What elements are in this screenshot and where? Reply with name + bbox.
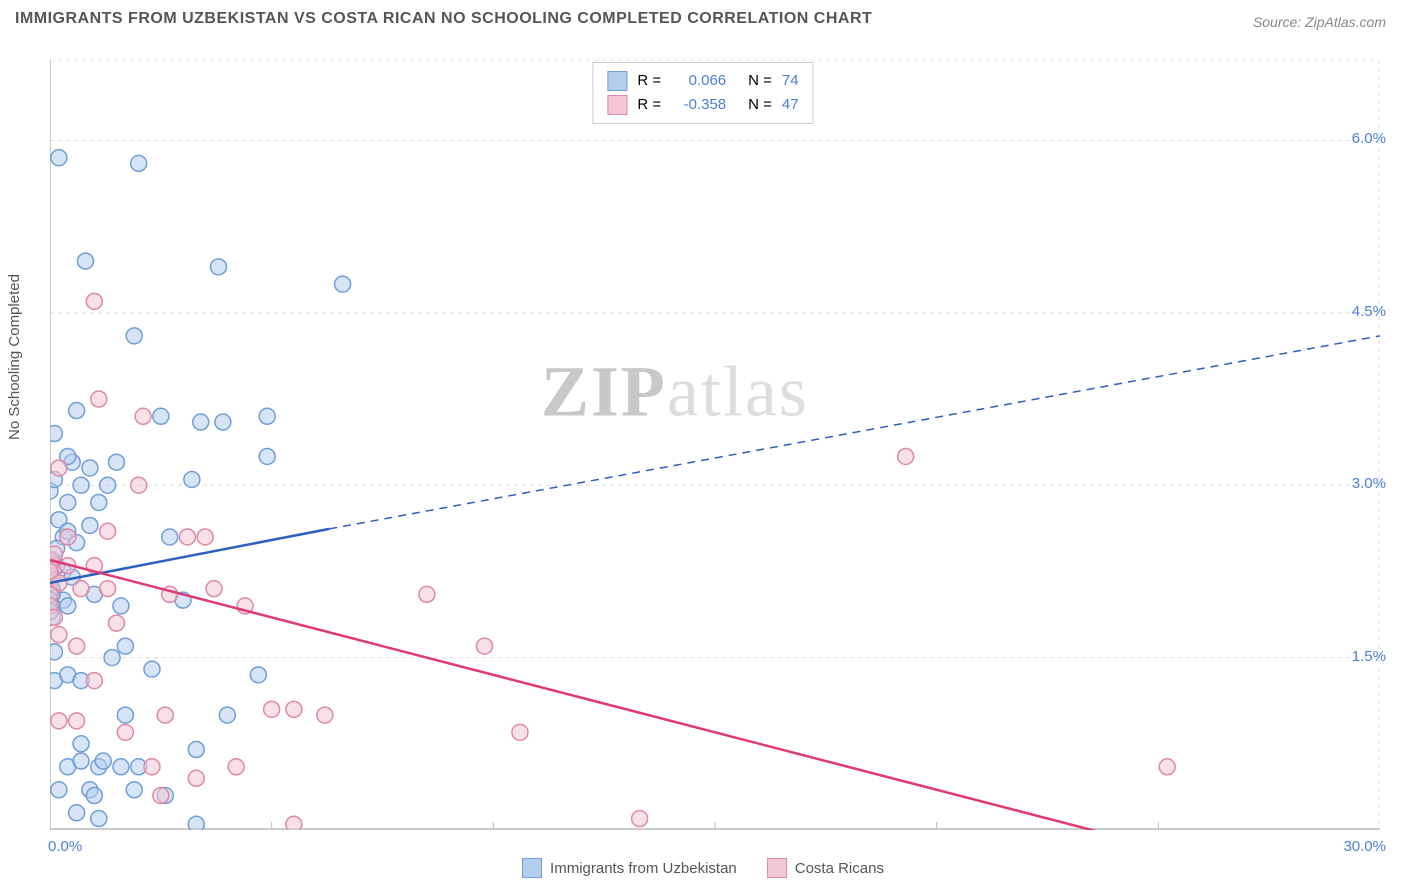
y-tick-label: 3.0%	[1352, 475, 1386, 492]
x-tick-label: 0.0%	[48, 838, 82, 855]
r-value-series2: -0.358	[671, 93, 726, 117]
stats-row-series1: R = 0.066 N = 74	[607, 69, 798, 93]
y-tick-label: 4.5%	[1352, 303, 1386, 320]
legend-swatch-series1	[522, 858, 542, 878]
scatter-plot	[50, 60, 1380, 830]
r-label: R =	[637, 69, 661, 93]
n-label: N =	[748, 69, 772, 93]
r-value-series1: 0.066	[671, 69, 726, 93]
legend-label-series1: Immigrants from Uzbekistan	[550, 860, 737, 877]
y-tick-label: 1.5%	[1352, 648, 1386, 665]
x-tick-label: 30.0%	[1343, 838, 1386, 855]
legend-item-series1: Immigrants from Uzbekistan	[522, 858, 737, 878]
stats-swatch-series2	[607, 95, 627, 115]
stats-row-series2: R = -0.358 N = 47	[607, 93, 798, 117]
bottom-legend: Immigrants from Uzbekistan Costa Ricans	[0, 858, 1406, 878]
source-attribution: Source: ZipAtlas.com	[1253, 14, 1386, 30]
n-value-series1: 74	[782, 69, 799, 93]
legend-label-series2: Costa Ricans	[795, 860, 884, 877]
chart-title: IMMIGRANTS FROM UZBEKISTAN VS COSTA RICA…	[15, 10, 872, 28]
stats-legend-box: R = 0.066 N = 74 R = -0.358 N = 47	[592, 62, 813, 124]
y-axis-label: No Schooling Completed	[6, 274, 23, 440]
n-value-series2: 47	[782, 93, 799, 117]
y-tick-label: 6.0%	[1352, 130, 1386, 147]
legend-swatch-series2	[767, 858, 787, 878]
stats-swatch-series1	[607, 71, 627, 91]
n-label: N =	[748, 93, 772, 117]
r-label: R =	[637, 93, 661, 117]
legend-item-series2: Costa Ricans	[767, 858, 884, 878]
